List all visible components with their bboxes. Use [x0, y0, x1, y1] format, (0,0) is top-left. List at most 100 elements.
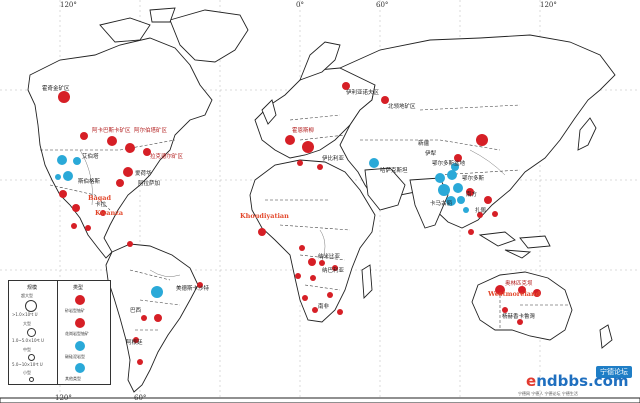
deposit-red	[310, 275, 316, 281]
deposit-blue	[57, 155, 67, 165]
deposit-red	[80, 132, 88, 140]
deposit-red	[72, 204, 80, 212]
legend-small-circle	[29, 377, 34, 382]
legend-medium-label: 中型	[23, 347, 31, 352]
map-label: 卡拉	[95, 200, 107, 208]
legend-type-blue-label: 碳硅泥岩型	[65, 354, 85, 359]
deposit-red	[308, 258, 316, 266]
deposit-red	[518, 286, 526, 294]
deposits-red	[58, 82, 541, 365]
map-label: 艾伯塔	[82, 152, 99, 160]
deposit-red	[319, 260, 325, 266]
uk-land	[261, 99, 277, 125]
rivers	[79, 149, 506, 277]
deposit-red	[381, 96, 389, 104]
legend-type-blue-dot	[75, 341, 85, 351]
deposit-blue	[438, 184, 450, 196]
legend-type-blue2-label: 其他类型	[65, 376, 81, 381]
deposit-red	[476, 134, 488, 146]
map-label: 哈萨克斯坦	[380, 166, 408, 174]
legend-large-circle	[27, 328, 36, 337]
deposit-red	[295, 273, 301, 279]
legend-title-size: 规模	[27, 285, 38, 291]
legend-small-label: 小型	[23, 370, 31, 375]
map-label: 新疆	[418, 139, 430, 147]
map-label: 阿根廷	[126, 338, 143, 346]
legend-type-blue2-dot	[75, 363, 85, 373]
map-label: 伊犁	[425, 149, 437, 157]
antarctica-hint	[0, 397, 640, 403]
deposit-blue	[73, 157, 81, 165]
map-label-en: Bagad	[88, 194, 111, 202]
map-label: 纳米比亚	[318, 252, 341, 260]
deposit-blue	[63, 171, 73, 181]
country-borders	[40, 104, 570, 331]
nz-land	[599, 324, 613, 349]
deposit-red	[123, 167, 133, 177]
deposit-blue	[451, 163, 459, 171]
deposit-red	[107, 136, 117, 146]
map-label: 巴西	[130, 307, 142, 314]
map-label: 纳巴利亚	[322, 266, 345, 274]
deposit-red	[312, 307, 318, 313]
legend-medium-circle	[28, 354, 35, 361]
legend-divider	[57, 281, 58, 384]
map-label: 爱荷华	[135, 169, 152, 177]
deposits-blue	[55, 155, 469, 298]
deposit-red	[137, 359, 143, 365]
deposit-blue	[447, 170, 457, 180]
deposit-red	[59, 190, 67, 198]
deposit-red	[484, 196, 492, 204]
deposit-blue	[463, 207, 469, 213]
map-label: 卡马古丽	[430, 199, 453, 207]
watermark-badge: 宁德论坛	[596, 366, 632, 378]
map-label-en: Kwanza	[95, 209, 124, 217]
legend-type-red2-label: 花岗岩型铀矿	[65, 331, 89, 336]
legend-big-label: 超大型	[21, 293, 33, 298]
north-america-land	[27, 37, 213, 259]
deposit-red	[127, 241, 133, 247]
map-label: 北领地矿区	[388, 102, 416, 110]
legend-big-circle	[25, 300, 37, 312]
legend-title-type: 类型	[73, 285, 84, 291]
legend-large-label: 大型	[23, 321, 31, 326]
deposit-blue	[435, 173, 445, 183]
watermark-logo: endbbs.com	[526, 372, 629, 390]
deposit-red	[337, 309, 343, 315]
deposit-red	[58, 91, 70, 103]
deposit-blue	[369, 158, 379, 168]
map-label-en: Westmoreland	[487, 290, 541, 298]
deposit-red	[285, 135, 295, 145]
asia-land	[338, 34, 616, 229]
legend-big-range: >1.0×10⁵t U	[12, 312, 38, 317]
tick-label: 0°	[296, 1, 304, 9]
deposit-blue	[457, 196, 465, 204]
se-asia-islands	[478, 231, 551, 259]
deposit-red	[71, 223, 77, 229]
map-label: 鄂尔多斯	[462, 174, 485, 182]
map-label: 杨赫香卡鲁灣	[502, 312, 536, 320]
greenland-land	[169, 9, 249, 63]
legend-type-red-dot	[75, 295, 85, 305]
deposit-red	[197, 282, 203, 288]
deposit-blue	[151, 286, 163, 298]
deposit-red	[85, 225, 91, 231]
watermark-subtitle: 宁德网 宁德人 宁德论坛 宁德生活	[518, 391, 578, 396]
deposit-red	[468, 229, 474, 235]
map-label: 南非	[318, 302, 330, 310]
deposit-blue	[453, 183, 463, 193]
map-label: 伊利亚诺夫区	[346, 88, 380, 96]
map-label: 鄂尔多斯盆地	[432, 159, 466, 167]
deposit-red	[492, 211, 498, 217]
south-america-land	[105, 243, 199, 393]
deposit-red	[342, 82, 350, 90]
legend-type-red2-dot	[75, 318, 85, 328]
deposit-red	[116, 179, 124, 187]
arabia-land	[364, 167, 406, 211]
deposit-blue	[55, 174, 61, 180]
deposit-red	[143, 148, 151, 156]
map-label: 拉克德尔矿区	[150, 152, 184, 160]
africa-land	[249, 159, 376, 323]
deposit-red	[125, 143, 135, 153]
